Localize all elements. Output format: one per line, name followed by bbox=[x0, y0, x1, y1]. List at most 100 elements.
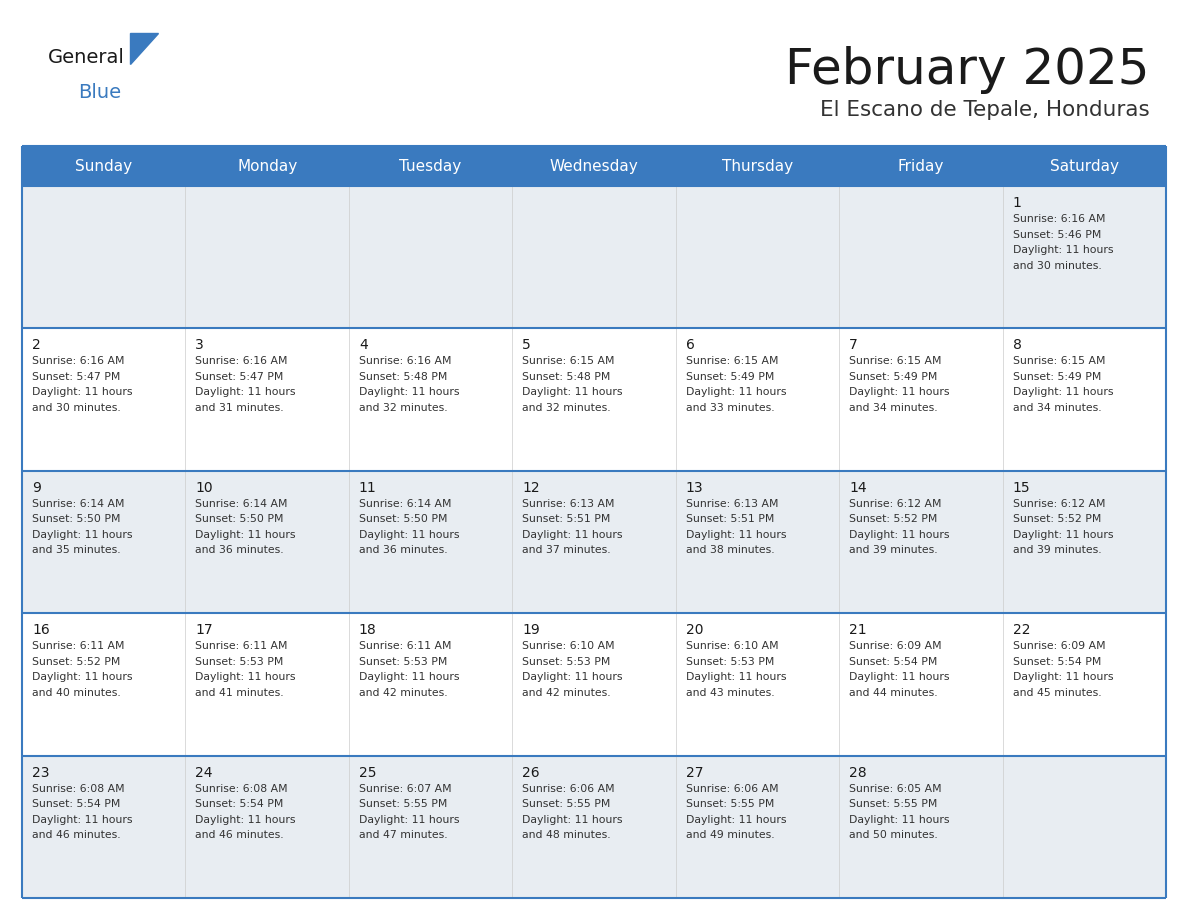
Text: Daylight: 11 hours: Daylight: 11 hours bbox=[196, 814, 296, 824]
Text: Daylight: 11 hours: Daylight: 11 hours bbox=[359, 814, 460, 824]
Text: Daylight: 11 hours: Daylight: 11 hours bbox=[849, 530, 949, 540]
Text: and 34 minutes.: and 34 minutes. bbox=[849, 403, 937, 413]
Text: Daylight: 11 hours: Daylight: 11 hours bbox=[32, 814, 133, 824]
Text: and 39 minutes.: and 39 minutes. bbox=[849, 545, 937, 555]
Text: Sunset: 5:55 PM: Sunset: 5:55 PM bbox=[685, 799, 775, 809]
Text: and 36 minutes.: and 36 minutes. bbox=[196, 545, 284, 555]
Text: and 30 minutes.: and 30 minutes. bbox=[1012, 261, 1101, 271]
Text: 17: 17 bbox=[196, 623, 213, 637]
Text: and 44 minutes.: and 44 minutes. bbox=[849, 688, 937, 698]
Text: Sunset: 5:55 PM: Sunset: 5:55 PM bbox=[849, 799, 937, 809]
Text: Sunset: 5:46 PM: Sunset: 5:46 PM bbox=[1012, 230, 1101, 240]
Text: and 50 minutes.: and 50 minutes. bbox=[849, 830, 937, 840]
Text: Sunrise: 6:12 AM: Sunrise: 6:12 AM bbox=[1012, 498, 1105, 509]
Text: Sunset: 5:53 PM: Sunset: 5:53 PM bbox=[685, 656, 775, 666]
Text: Sunrise: 6:09 AM: Sunrise: 6:09 AM bbox=[1012, 641, 1105, 651]
Text: El Escano de Tepale, Honduras: El Escano de Tepale, Honduras bbox=[820, 100, 1150, 120]
Text: Sunrise: 6:13 AM: Sunrise: 6:13 AM bbox=[685, 498, 778, 509]
Text: Sunset: 5:54 PM: Sunset: 5:54 PM bbox=[32, 799, 120, 809]
Text: 25: 25 bbox=[359, 766, 377, 779]
Bar bbox=[23, 471, 1165, 613]
Text: and 45 minutes.: and 45 minutes. bbox=[1012, 688, 1101, 698]
Text: Daylight: 11 hours: Daylight: 11 hours bbox=[32, 387, 133, 397]
Text: Tuesday: Tuesday bbox=[399, 159, 462, 174]
Text: Daylight: 11 hours: Daylight: 11 hours bbox=[196, 530, 296, 540]
Text: 24: 24 bbox=[196, 766, 213, 779]
Text: Daylight: 11 hours: Daylight: 11 hours bbox=[32, 530, 133, 540]
Text: 8: 8 bbox=[1012, 339, 1022, 353]
Text: and 40 minutes.: and 40 minutes. bbox=[32, 688, 121, 698]
Text: and 42 minutes.: and 42 minutes. bbox=[359, 688, 448, 698]
Text: Daylight: 11 hours: Daylight: 11 hours bbox=[196, 672, 296, 682]
Text: Sunrise: 6:08 AM: Sunrise: 6:08 AM bbox=[32, 784, 125, 793]
Bar bbox=[23, 146, 1165, 186]
Text: and 30 minutes.: and 30 minutes. bbox=[32, 403, 121, 413]
Text: 15: 15 bbox=[1012, 481, 1030, 495]
Text: Daylight: 11 hours: Daylight: 11 hours bbox=[849, 814, 949, 824]
Text: 13: 13 bbox=[685, 481, 703, 495]
Text: Sunrise: 6:14 AM: Sunrise: 6:14 AM bbox=[32, 498, 125, 509]
Text: 23: 23 bbox=[32, 766, 50, 779]
Text: Sunrise: 6:07 AM: Sunrise: 6:07 AM bbox=[359, 784, 451, 793]
Text: Blue: Blue bbox=[78, 83, 121, 102]
Text: Daylight: 11 hours: Daylight: 11 hours bbox=[1012, 387, 1113, 397]
Text: Sunrise: 6:08 AM: Sunrise: 6:08 AM bbox=[196, 784, 287, 793]
Bar bbox=[23, 186, 1165, 329]
Text: 5: 5 bbox=[523, 339, 531, 353]
Text: February 2025: February 2025 bbox=[785, 46, 1150, 94]
Text: Daylight: 11 hours: Daylight: 11 hours bbox=[359, 530, 460, 540]
Text: Sunrise: 6:11 AM: Sunrise: 6:11 AM bbox=[32, 641, 125, 651]
Text: 4: 4 bbox=[359, 339, 367, 353]
Text: Sunrise: 6:16 AM: Sunrise: 6:16 AM bbox=[196, 356, 287, 366]
Text: 1: 1 bbox=[1012, 196, 1022, 210]
Text: Sunrise: 6:10 AM: Sunrise: 6:10 AM bbox=[685, 641, 778, 651]
Text: Sunset: 5:49 PM: Sunset: 5:49 PM bbox=[685, 372, 775, 382]
Text: Sunset: 5:51 PM: Sunset: 5:51 PM bbox=[685, 514, 775, 524]
Text: Sunrise: 6:09 AM: Sunrise: 6:09 AM bbox=[849, 641, 942, 651]
Text: Daylight: 11 hours: Daylight: 11 hours bbox=[359, 672, 460, 682]
Text: Sunday: Sunday bbox=[75, 159, 132, 174]
Text: Sunset: 5:48 PM: Sunset: 5:48 PM bbox=[359, 372, 447, 382]
Text: and 47 minutes.: and 47 minutes. bbox=[359, 830, 448, 840]
Text: 14: 14 bbox=[849, 481, 867, 495]
Text: Daylight: 11 hours: Daylight: 11 hours bbox=[685, 814, 786, 824]
Text: Daylight: 11 hours: Daylight: 11 hours bbox=[196, 387, 296, 397]
Text: 27: 27 bbox=[685, 766, 703, 779]
Text: Sunrise: 6:15 AM: Sunrise: 6:15 AM bbox=[849, 356, 942, 366]
Bar bbox=[23, 329, 1165, 471]
Text: Sunset: 5:54 PM: Sunset: 5:54 PM bbox=[196, 799, 284, 809]
Text: 10: 10 bbox=[196, 481, 213, 495]
Text: and 48 minutes.: and 48 minutes. bbox=[523, 830, 611, 840]
Text: and 38 minutes.: and 38 minutes. bbox=[685, 545, 775, 555]
Text: Sunrise: 6:11 AM: Sunrise: 6:11 AM bbox=[359, 641, 451, 651]
Text: 22: 22 bbox=[1012, 623, 1030, 637]
Text: 9: 9 bbox=[32, 481, 40, 495]
Text: Daylight: 11 hours: Daylight: 11 hours bbox=[685, 387, 786, 397]
Text: and 35 minutes.: and 35 minutes. bbox=[32, 545, 121, 555]
Text: 21: 21 bbox=[849, 623, 867, 637]
Text: Daylight: 11 hours: Daylight: 11 hours bbox=[523, 814, 623, 824]
Text: Sunrise: 6:16 AM: Sunrise: 6:16 AM bbox=[32, 356, 125, 366]
Text: 19: 19 bbox=[523, 623, 541, 637]
Text: Sunrise: 6:15 AM: Sunrise: 6:15 AM bbox=[523, 356, 614, 366]
Text: 12: 12 bbox=[523, 481, 539, 495]
Text: Daylight: 11 hours: Daylight: 11 hours bbox=[523, 530, 623, 540]
Text: Sunset: 5:52 PM: Sunset: 5:52 PM bbox=[32, 656, 120, 666]
Text: Sunset: 5:49 PM: Sunset: 5:49 PM bbox=[1012, 372, 1101, 382]
Text: Daylight: 11 hours: Daylight: 11 hours bbox=[32, 672, 133, 682]
Text: Friday: Friday bbox=[898, 159, 944, 174]
Text: Thursday: Thursday bbox=[722, 159, 794, 174]
Text: Sunrise: 6:06 AM: Sunrise: 6:06 AM bbox=[685, 784, 778, 793]
Text: and 49 minutes.: and 49 minutes. bbox=[685, 830, 775, 840]
Text: Sunrise: 6:05 AM: Sunrise: 6:05 AM bbox=[849, 784, 942, 793]
Text: and 41 minutes.: and 41 minutes. bbox=[196, 688, 284, 698]
Text: Sunset: 5:54 PM: Sunset: 5:54 PM bbox=[849, 656, 937, 666]
Text: Sunrise: 6:14 AM: Sunrise: 6:14 AM bbox=[359, 498, 451, 509]
Text: and 46 minutes.: and 46 minutes. bbox=[32, 830, 121, 840]
Text: Sunset: 5:50 PM: Sunset: 5:50 PM bbox=[196, 514, 284, 524]
Text: Sunset: 5:48 PM: Sunset: 5:48 PM bbox=[523, 372, 611, 382]
Text: Sunrise: 6:13 AM: Sunrise: 6:13 AM bbox=[523, 498, 614, 509]
Text: and 39 minutes.: and 39 minutes. bbox=[1012, 545, 1101, 555]
Text: Daylight: 11 hours: Daylight: 11 hours bbox=[685, 672, 786, 682]
Text: and 31 minutes.: and 31 minutes. bbox=[196, 403, 284, 413]
